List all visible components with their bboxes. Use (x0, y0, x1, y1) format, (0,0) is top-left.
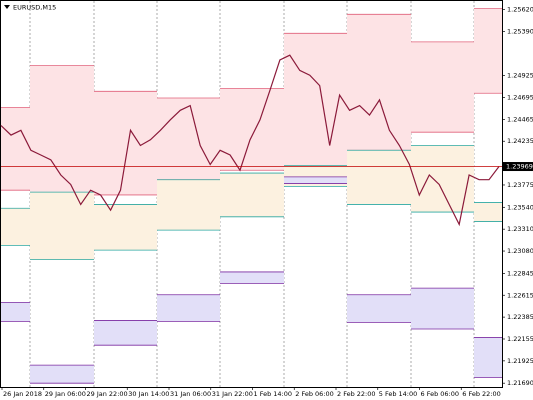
y-tick-label: 1.21925 (507, 357, 533, 365)
y-tick-label: 1.24465 (507, 115, 533, 123)
zone (94, 91, 157, 195)
y-tick-label: 1.22155 (507, 335, 533, 343)
zone (411, 288, 474, 330)
zone (30, 65, 94, 195)
zone (1, 208, 30, 246)
price-line (0, 54, 500, 227)
x-tick-label: 31 Jan 22:00 (212, 390, 253, 398)
zone (411, 145, 474, 213)
y-tick-label: 1.22845 (507, 269, 533, 277)
y-tick-label: 1.23310 (507, 225, 533, 233)
x-tick-label: 26 Jan 2018 (3, 390, 42, 398)
zone (474, 8, 502, 94)
x-tick-label: 31 Jan 06:00 (170, 390, 211, 398)
zone (157, 294, 220, 322)
y-tick-label: 1.25620 (507, 6, 533, 14)
menu-arrow[interactable] (4, 5, 10, 9)
y-tick-label: 1.23540 (507, 203, 533, 211)
y-tick-label: 1.25390 (507, 27, 533, 35)
zone (30, 365, 94, 384)
zone (220, 173, 284, 217)
zone (284, 176, 347, 184)
x-tick-label: 2 Feb 22:00 (337, 390, 376, 398)
current-price-label: 1.23969 (506, 163, 533, 171)
y-tick-label: 1.24235 (507, 137, 533, 145)
y-tick-label: 1.21690 (507, 379, 533, 387)
y-tick-label: 1.24925 (507, 72, 533, 80)
x-tick-label: 2 Feb 06:00 (295, 390, 334, 398)
plot-frame (0, 0, 503, 388)
x-tick-label: 29 Jan 06:00 (45, 390, 86, 398)
zone (1, 107, 30, 191)
zone (474, 337, 502, 378)
x-tick-label: 29 Jan 22:00 (87, 390, 128, 398)
zone (220, 88, 284, 171)
y-tick-label: 1.22385 (507, 313, 533, 321)
zone (30, 192, 94, 260)
x-tick-label: 30 Jan 14:00 (128, 390, 169, 398)
y-tick-label: 1.23775 (507, 181, 533, 189)
zone (220, 271, 284, 284)
x-tick-label: 6 Feb 22:00 (462, 390, 501, 398)
zone (347, 150, 411, 205)
y-tick-label: 1.23080 (507, 247, 533, 255)
zone (284, 33, 347, 178)
zone (94, 320, 157, 346)
zone (474, 202, 502, 222)
zone (411, 41, 474, 133)
x-tick-label: 5 Feb 14:00 (379, 390, 418, 398)
zone (157, 97, 220, 180)
zone (94, 204, 157, 251)
zone (347, 14, 411, 151)
current-price-box (503, 162, 533, 172)
zone (157, 179, 220, 231)
zone (1, 302, 30, 322)
y-tick-label: 1.22615 (507, 291, 533, 299)
zone (347, 294, 411, 323)
y-tick-label: 1.24695 (507, 94, 533, 102)
x-tick-label: 6 Feb 06:00 (421, 390, 460, 398)
chart-title: EURUSD,M15 (13, 4, 56, 12)
x-tick-label: 1 Feb 14:00 (254, 390, 293, 398)
